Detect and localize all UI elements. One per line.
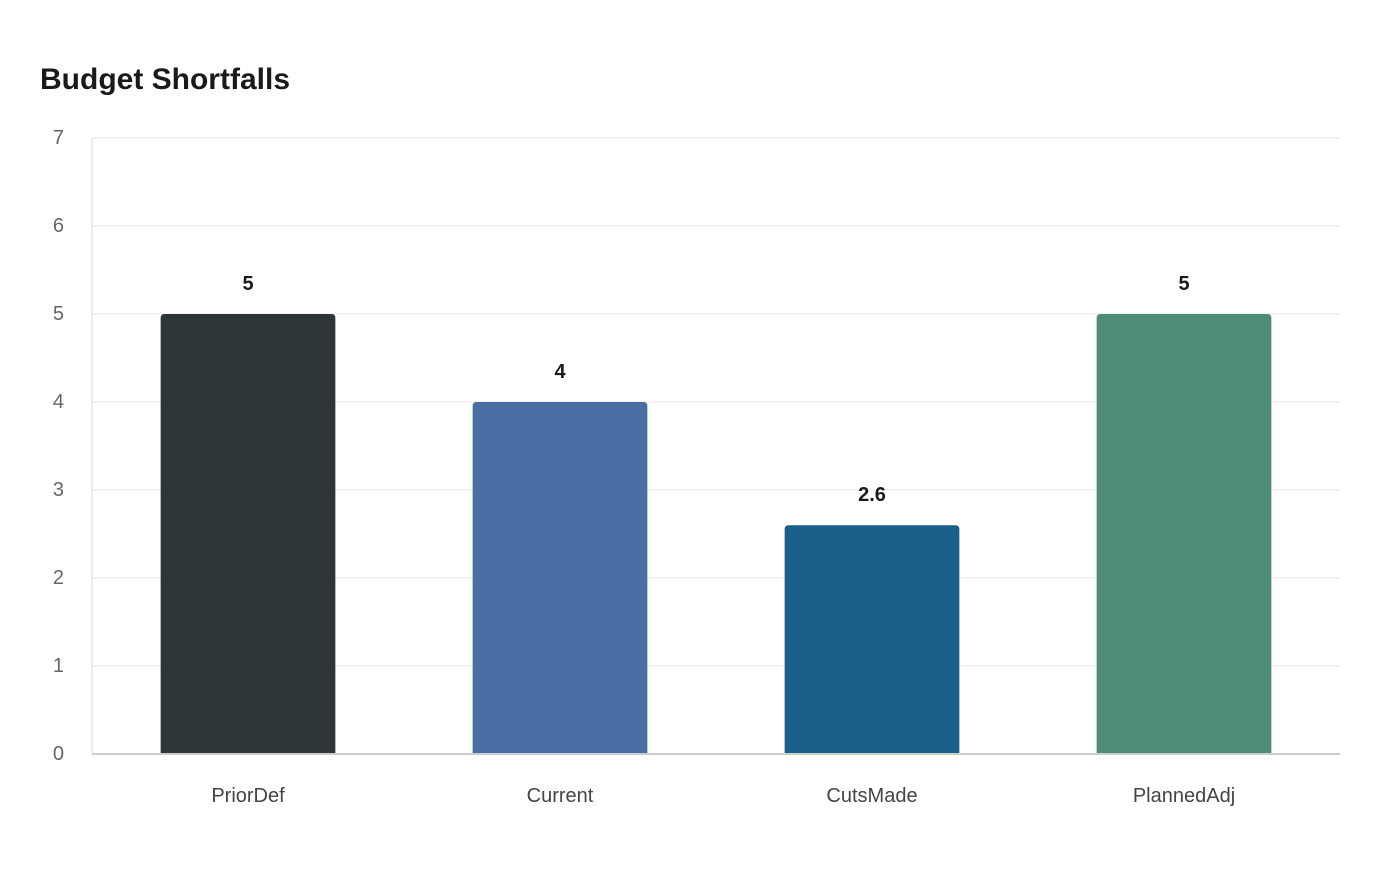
axes xyxy=(91,138,1340,755)
y-tick-label: 2 xyxy=(53,567,64,589)
x-tick-label: Current xyxy=(527,785,594,807)
y-tick-label: 0 xyxy=(53,743,64,765)
bar xyxy=(160,314,336,754)
chart-title: Budget Shortfalls xyxy=(40,63,291,96)
y-tick-label: 6 xyxy=(53,215,64,237)
data-label: 2.6 xyxy=(858,484,886,506)
x-tick-label: CutsMade xyxy=(826,785,917,807)
data-label: 5 xyxy=(242,273,253,295)
data-label: 4 xyxy=(554,361,566,383)
labels: 0 1 2 3 4 5 6 7 5 PriorDef 4 Current 2.6 CutsMade 5 Pla… xyxy=(53,127,1235,807)
y-tick-label: 3 xyxy=(53,479,64,501)
bar xyxy=(784,525,960,754)
data-label: 5 xyxy=(1178,273,1189,295)
x-tick-label: PlannedAdj xyxy=(1133,785,1235,807)
bar xyxy=(1096,314,1272,754)
x-tick-label: PriorDef xyxy=(211,785,285,807)
y-tick-label: 4 xyxy=(53,391,64,413)
bars xyxy=(160,314,1272,754)
y-tick-label: 1 xyxy=(53,655,64,677)
bar xyxy=(472,402,648,754)
y-tick-label: 7 xyxy=(53,127,64,149)
y-tick-label: 5 xyxy=(53,303,64,325)
